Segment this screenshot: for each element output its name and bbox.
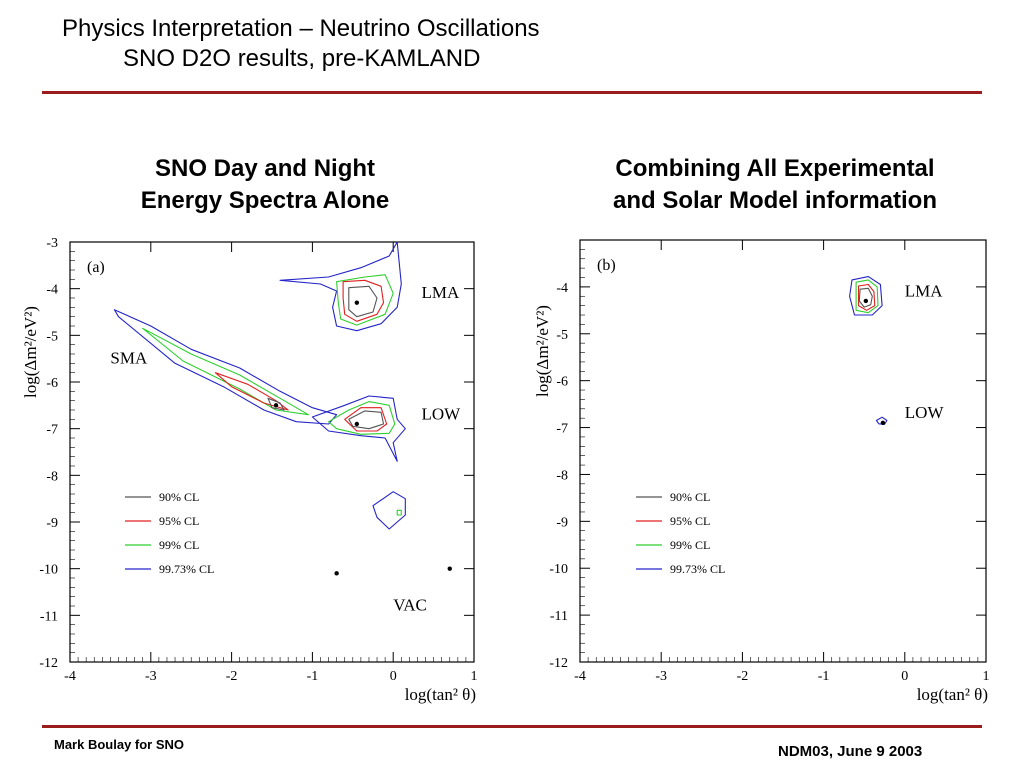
panel-b-heading-line2: and Solar Model information xyxy=(612,187,937,214)
contour-lma-99 xyxy=(336,274,394,326)
contour-low-99_73 xyxy=(875,416,888,425)
plot-b-frame xyxy=(579,239,987,663)
panel-b-heading: Combining All Experimental and Solar Mod… xyxy=(560,153,990,217)
annotation-lma: LMA xyxy=(905,281,944,300)
y-tick-label: -4 xyxy=(46,283,58,298)
y-tick-label: -7 xyxy=(556,422,568,437)
panel-a-heading-line1: SNO Day and Night xyxy=(154,155,376,182)
y-tick-label: -8 xyxy=(46,469,58,484)
x-axis-label: log(tan² θ) xyxy=(917,685,988,704)
best-fit-point xyxy=(863,298,869,304)
contour-lma-90 xyxy=(348,285,378,318)
plot-a: -4 -3 -2 -1 0 1-3-4-5-6-7-8-9-10-11-12log(tan… xyxy=(21,236,478,704)
x-tick-label: -2 xyxy=(226,669,238,684)
slide-title-line1: Physics Interpretation – Neutrino Oscill… xyxy=(62,15,540,42)
y-tick-label: -12 xyxy=(39,656,58,671)
title-divider xyxy=(42,91,982,94)
contour-lma-90 xyxy=(858,287,873,308)
contour-low-99_73 xyxy=(311,395,406,462)
best-fit-point xyxy=(880,420,886,426)
contour-vac-99_73 xyxy=(372,491,406,530)
footer-conference: NDM03, June 9 2003 xyxy=(778,743,923,760)
y-tick-label: -10 xyxy=(39,563,58,578)
y-tick-label: -6 xyxy=(556,375,568,390)
x-tick-label: 1 xyxy=(983,669,990,684)
x-tick-label: -4 xyxy=(574,669,586,684)
x-tick-label: 0 xyxy=(390,669,397,684)
x-tick-label: -4 xyxy=(64,669,76,684)
contour-sma-99 xyxy=(142,327,309,416)
contour-sma-95 xyxy=(214,372,289,411)
y-tick-label: -3 xyxy=(46,236,58,251)
x-tick-label: 1 xyxy=(471,669,478,684)
legend-label: 99.73% CL xyxy=(670,562,725,576)
annotation-low: LOW xyxy=(905,403,945,422)
slide-title: Physics Interpretation – Neutrino Oscill… xyxy=(62,14,540,74)
y-tick-label: -8 xyxy=(556,468,568,483)
annotation-vac: VAC xyxy=(393,596,427,615)
y-tick-label: -7 xyxy=(46,423,58,438)
y-axis-label: log(Δm²/eV²) xyxy=(533,305,552,397)
x-tick-label: -3 xyxy=(145,669,157,684)
panel-label: (b) xyxy=(597,257,616,274)
y-tick-label: -11 xyxy=(40,609,58,624)
y-tick-label: -12 xyxy=(549,656,568,671)
best-fit-point xyxy=(447,566,452,571)
y-tick-label: -5 xyxy=(556,328,568,343)
contour-lma-99_73 xyxy=(279,241,402,332)
footer-author: Mark Boulay for SNO xyxy=(54,737,185,752)
legend-label: 90% CL xyxy=(670,490,710,504)
x-tick-label: -2 xyxy=(737,669,749,684)
contour-sma-90 xyxy=(267,397,285,411)
panel-b-heading-line1: Combining All Experimental xyxy=(615,155,935,182)
panel-a-heading: SNO Day and Night Energy Spectra Alone xyxy=(70,153,460,217)
best-fit-point xyxy=(354,421,360,427)
panel-label: (a) xyxy=(87,259,105,276)
best-fit-point xyxy=(273,403,279,408)
annotation-low: LOW xyxy=(421,404,461,423)
annotation-sma: SMA xyxy=(110,348,148,367)
x-tick-label: -1 xyxy=(307,669,319,684)
contour-lma-99_73 xyxy=(849,276,883,316)
contour-low-95 xyxy=(344,407,388,432)
contour-low-90 xyxy=(348,410,385,430)
legend-label: 95% CL xyxy=(670,514,710,528)
contour-lma-95 xyxy=(857,283,876,311)
contour-lma-95 xyxy=(342,279,385,322)
annotation-lma: LMA xyxy=(421,283,460,302)
y-tick-label: -10 xyxy=(549,562,568,577)
plot-b: -4 -3 -2 -1 0 1-4-5-6-7-8-9-10-11-12log(tan² … xyxy=(533,239,990,704)
x-tick-label: -3 xyxy=(655,669,667,684)
best-fit-point xyxy=(354,300,360,305)
x-axis-label: log(tan² θ) xyxy=(405,685,476,704)
legend-label: 99% CL xyxy=(670,538,710,552)
y-tick-label: -9 xyxy=(46,516,58,531)
contour-lma-99 xyxy=(855,279,879,314)
footer-divider xyxy=(42,725,982,728)
legend-label: 90% CL xyxy=(159,490,199,504)
x-tick-label: 0 xyxy=(901,669,908,684)
legend-label: 99% CL xyxy=(159,538,199,552)
y-tick-label: -5 xyxy=(46,329,58,344)
x-tick-label: -1 xyxy=(818,669,830,684)
contour-low-99 xyxy=(328,401,396,435)
legend-label: 99.73% CL xyxy=(159,562,214,576)
legend-label: 95% CL xyxy=(159,514,199,528)
panel-a-heading-line2: Energy Spectra Alone xyxy=(140,187,390,214)
slide-title-line2: SNO D2O results, pre-KAMLAND xyxy=(123,45,481,72)
contour-vac-99 xyxy=(396,509,402,516)
y-tick-label: -9 xyxy=(556,515,568,530)
y-tick-label: -11 xyxy=(550,609,568,624)
best-fit-point xyxy=(334,571,339,576)
y-axis-label: log(Δm²/eV²) xyxy=(21,306,40,398)
y-tick-label: -6 xyxy=(46,376,58,391)
contour-sma-99_73 xyxy=(113,309,338,425)
y-tick-label: -4 xyxy=(556,281,568,296)
